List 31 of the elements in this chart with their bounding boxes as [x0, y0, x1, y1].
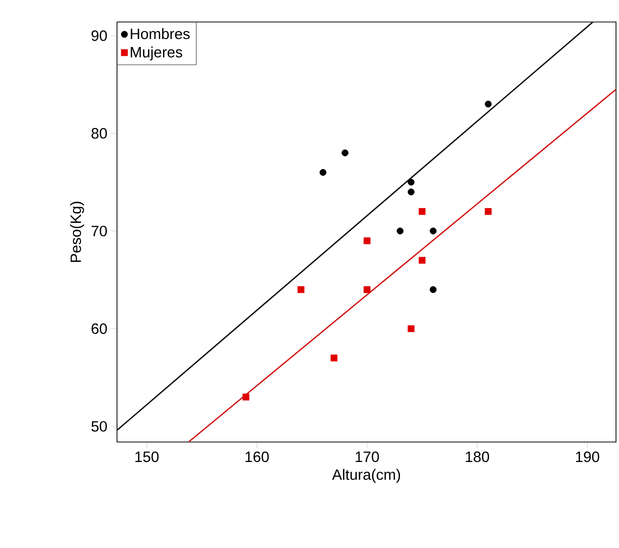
y-axis-title: Peso(Kg)	[70, 202, 84, 262]
point	[364, 286, 370, 294]
x-tick-label: 160	[246, 452, 269, 462]
x-tick-label: 180	[466, 452, 490, 462]
point	[408, 188, 415, 196]
x-tick-label: 150	[135, 452, 159, 462]
legend-label: Hombres	[130, 28, 190, 40]
y-tick-label: 50	[91, 421, 107, 432]
point	[242, 394, 250, 400]
point	[298, 286, 304, 294]
y-tick-label: 60	[92, 323, 107, 334]
x-tick-label: 170	[356, 452, 379, 462]
y-tick-label: 70	[92, 226, 107, 236]
point	[484, 100, 492, 108]
point	[408, 178, 415, 186]
point	[396, 228, 404, 234]
x-tick-label: 190	[576, 452, 600, 462]
point	[430, 286, 437, 294]
point	[408, 325, 415, 332]
point	[418, 208, 426, 215]
x-axis-title: Altura(cm)	[332, 468, 400, 483]
legend-label: Mujeres	[130, 46, 182, 60]
point	[320, 169, 326, 176]
point	[430, 228, 437, 234]
point	[342, 149, 348, 156]
point	[484, 208, 492, 215]
point	[364, 237, 370, 244]
point	[330, 354, 338, 362]
point	[418, 256, 426, 264]
y-tick-label: 90	[92, 30, 107, 41]
y-tick-label: 80	[92, 128, 107, 139]
